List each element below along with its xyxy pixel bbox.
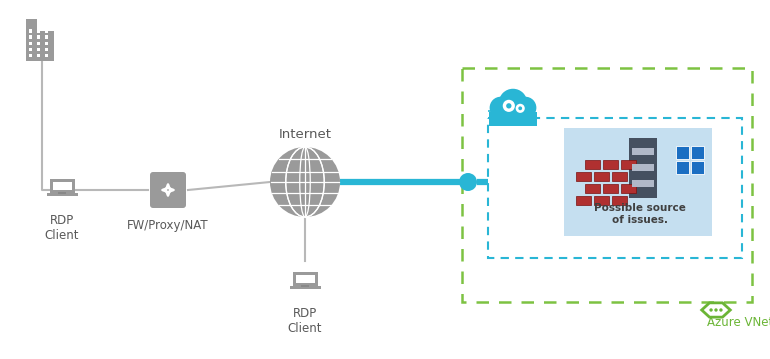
Bar (612, 172, 627, 181)
Text: Azure VNet: Azure VNet (707, 317, 770, 330)
Bar (612, 196, 627, 205)
Bar (489, 112, 537, 126)
Bar (45, 35, 48, 39)
Circle shape (715, 308, 718, 312)
Bar (691, 146, 704, 159)
Polygon shape (296, 275, 314, 283)
Bar (603, 160, 618, 169)
Circle shape (499, 89, 527, 117)
Bar (576, 196, 591, 205)
Text: RDP
Client: RDP Client (288, 307, 323, 335)
Bar (676, 161, 689, 174)
Circle shape (490, 97, 512, 119)
Bar (301, 285, 309, 286)
Circle shape (503, 100, 515, 112)
Bar (621, 160, 636, 169)
Circle shape (506, 103, 511, 108)
Bar (629, 138, 657, 198)
Circle shape (459, 173, 477, 191)
Bar (585, 160, 600, 169)
Bar (594, 172, 609, 181)
Bar (45, 29, 48, 33)
Circle shape (270, 147, 340, 217)
Polygon shape (52, 182, 72, 190)
Bar (37, 42, 40, 45)
Circle shape (509, 105, 528, 124)
Circle shape (497, 105, 517, 124)
Bar (29, 29, 32, 33)
Text: FW/Proxy/NAT: FW/Proxy/NAT (127, 219, 209, 232)
Bar (45, 54, 48, 57)
Polygon shape (26, 19, 37, 31)
Bar (37, 35, 40, 39)
Bar (564, 128, 712, 236)
Bar (691, 161, 704, 174)
Bar (603, 184, 618, 193)
Text: RDP
Client: RDP Client (45, 214, 79, 242)
Polygon shape (46, 192, 78, 196)
Bar (676, 146, 689, 159)
Bar (632, 180, 654, 187)
Circle shape (719, 308, 722, 312)
Bar (594, 196, 609, 205)
Circle shape (516, 104, 525, 113)
Bar (29, 35, 32, 39)
Polygon shape (49, 179, 75, 192)
FancyBboxPatch shape (150, 172, 186, 208)
Bar (488, 118, 742, 258)
Bar (621, 184, 636, 193)
Circle shape (518, 106, 522, 110)
Bar (59, 192, 65, 194)
Bar (29, 54, 32, 57)
Text: Possible source
of issues.: Possible source of issues. (594, 203, 686, 225)
Polygon shape (26, 31, 54, 61)
Bar (462, 68, 752, 302)
Polygon shape (293, 272, 317, 285)
Bar (45, 42, 48, 45)
Bar (585, 184, 600, 193)
Bar (45, 48, 48, 51)
Text: Internet: Internet (279, 127, 332, 140)
Bar (37, 54, 40, 57)
Bar (632, 148, 654, 155)
Bar (37, 29, 40, 33)
Bar (29, 48, 32, 51)
Bar (632, 164, 654, 171)
Bar (37, 48, 40, 51)
Circle shape (709, 308, 713, 312)
Bar (29, 42, 32, 45)
Bar (576, 172, 591, 181)
Circle shape (514, 97, 537, 119)
Polygon shape (290, 285, 320, 289)
